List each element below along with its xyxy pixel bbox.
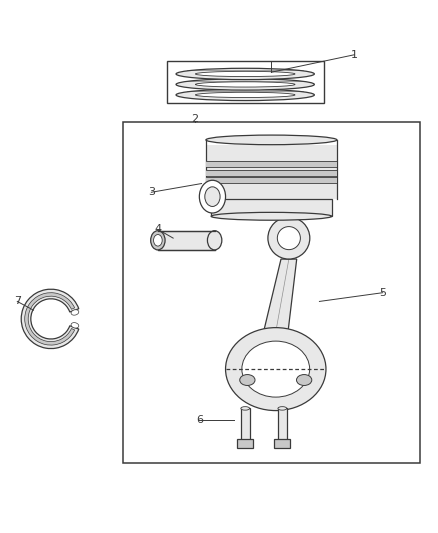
Ellipse shape [176,89,314,101]
Bar [211,199,332,216]
Bar [278,408,287,440]
Ellipse shape [195,71,295,77]
Text: 6: 6 [196,415,203,425]
Ellipse shape [241,407,250,410]
Ellipse shape [297,375,312,385]
Wedge shape [21,289,79,349]
Ellipse shape [154,235,162,246]
Ellipse shape [71,322,79,328]
Polygon shape [264,259,297,332]
Ellipse shape [277,227,300,249]
Ellipse shape [205,187,220,206]
Ellipse shape [206,135,337,144]
Bar [166,61,324,103]
Ellipse shape [211,212,332,220]
Text: 1: 1 [351,50,358,60]
Bar [241,408,250,440]
Ellipse shape [176,79,314,90]
Text: 7: 7 [14,296,21,306]
Bar [158,231,215,250]
Ellipse shape [240,375,255,385]
Ellipse shape [242,341,310,397]
Bar [206,170,337,176]
Ellipse shape [176,68,314,79]
Bar [206,177,337,183]
Ellipse shape [268,217,310,259]
Bar [123,123,420,463]
Ellipse shape [71,310,79,315]
Ellipse shape [195,82,295,87]
Bar [275,439,290,448]
Bar [206,144,337,199]
Ellipse shape [195,92,295,98]
Bar [237,439,253,448]
Wedge shape [25,293,74,345]
Ellipse shape [208,231,222,250]
Text: 4: 4 [154,224,162,235]
Ellipse shape [199,180,226,213]
Ellipse shape [226,328,326,410]
Text: 3: 3 [148,187,155,197]
Bar [206,161,337,167]
Text: 5: 5 [379,288,386,298]
Ellipse shape [278,407,287,410]
Ellipse shape [151,231,165,250]
Text: 2: 2 [191,114,198,124]
